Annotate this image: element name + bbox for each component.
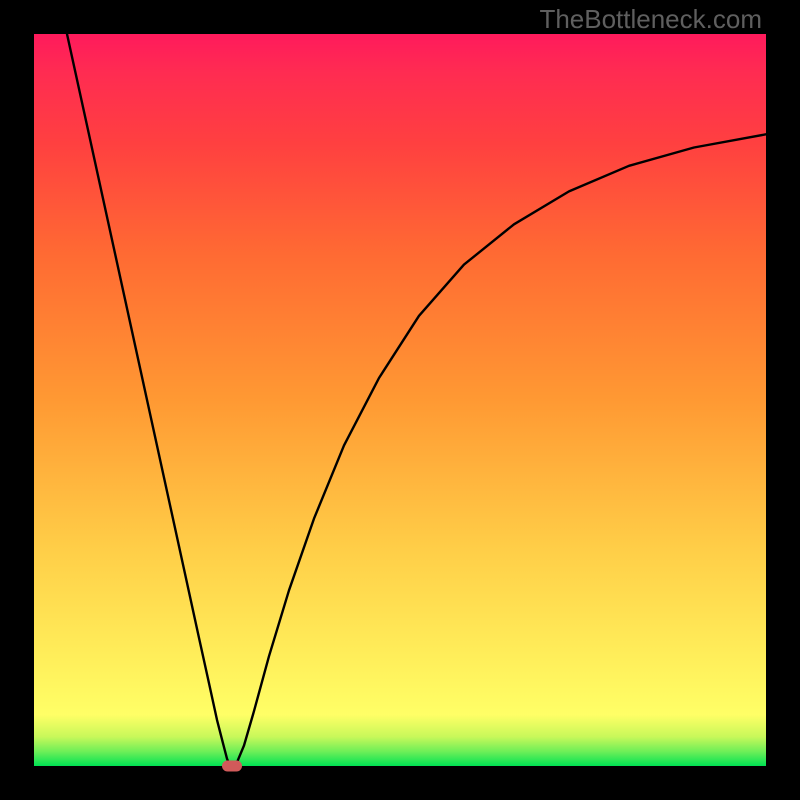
curve-path [67,34,766,766]
chart-frame: TheBottleneck.com [0,0,800,800]
plot-area [34,34,766,766]
watermark-text: TheBottleneck.com [539,4,762,35]
optimum-marker [222,761,242,772]
bottleneck-curve [34,34,766,766]
